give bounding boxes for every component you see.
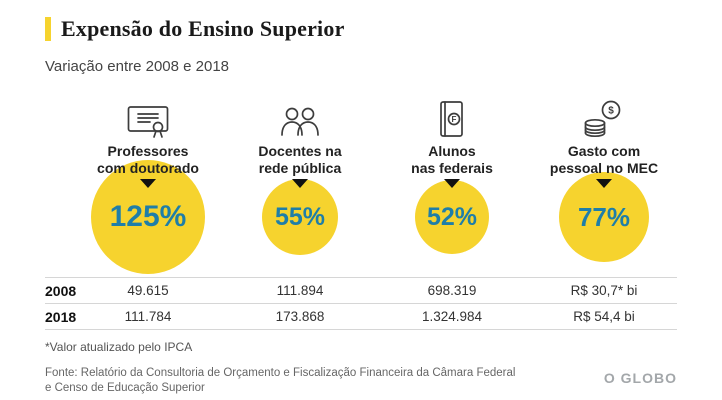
table-row-2008: 2008 49.615 111.894 698.319 R$ 30,7* bi [45,277,677,303]
footnote: *Valor atualizado pelo IPCA [45,340,193,354]
table-row-2018: 2018 111.784 173.868 1.324.984 R$ 54,4 b… [45,303,677,329]
cell-2008-alunos: 698.319 [427,283,477,298]
pointer-triangle-icon [444,179,460,188]
cell-2008-docentes: 111.894 [276,283,324,298]
column-label: Docentes na rede pública [258,143,342,176]
cell-2008-professores: 49.615 [127,283,169,298]
page-subtitle: Variação entre 2008 e 2018 [45,58,230,75]
column-label: Gasto com pessoal no MEC [549,143,659,176]
data-table: 2008 49.615 111.894 698.319 R$ 30,7* bi … [45,277,677,330]
enrollment-book-icon: F [376,95,528,139]
percent-bubble: 55% [262,179,338,255]
diploma-icon [72,95,224,139]
source-credit: Fonte: Relatório da Consultoria de Orçam… [45,367,516,394]
cell-2018-gasto: R$ 54,4 bi [573,309,635,324]
pointer-triangle-icon [596,179,612,188]
column-docentes: Docentes na rede pública 55% [224,95,376,277]
pointer-triangle-icon [292,179,308,188]
cell-2018-alunos: 1.324.984 [421,309,483,324]
svg-text:F: F [452,115,457,124]
pointer-triangle-icon [140,179,156,188]
chart-area: Professores com doutorado 125% Docentes … [72,95,677,277]
teachers-icon [224,95,376,139]
header: Expensão do Ensino Superior [45,16,677,42]
column-alunos: F Alunos nas federais 52% [376,95,528,277]
row-year-label: 2018 [45,308,77,325]
row-year-label: 2008 [45,282,77,299]
cell-2008-gasto: R$ 30,7* bi [570,283,638,298]
title-accent-bar [45,17,51,41]
column-gasto: $ Gasto com pessoal no MEC 77% [528,95,680,277]
oglobo-logo: O GLOBO [603,370,677,386]
percent-bubble: 125% [91,160,205,274]
column-professores: Professores com doutorado 125% [72,95,224,277]
coins-icon: $ [528,95,680,139]
column-label: Alunos nas federais [411,143,493,176]
column-label: Professores com doutorado [97,143,199,176]
svg-text:$: $ [608,106,614,117]
cell-2018-docentes: 173.868 [275,309,325,324]
percent-bubble: 52% [415,180,489,254]
page-title: Expensão do Ensino Superior [61,16,345,41]
cell-2018-professores: 111.784 [124,309,172,324]
